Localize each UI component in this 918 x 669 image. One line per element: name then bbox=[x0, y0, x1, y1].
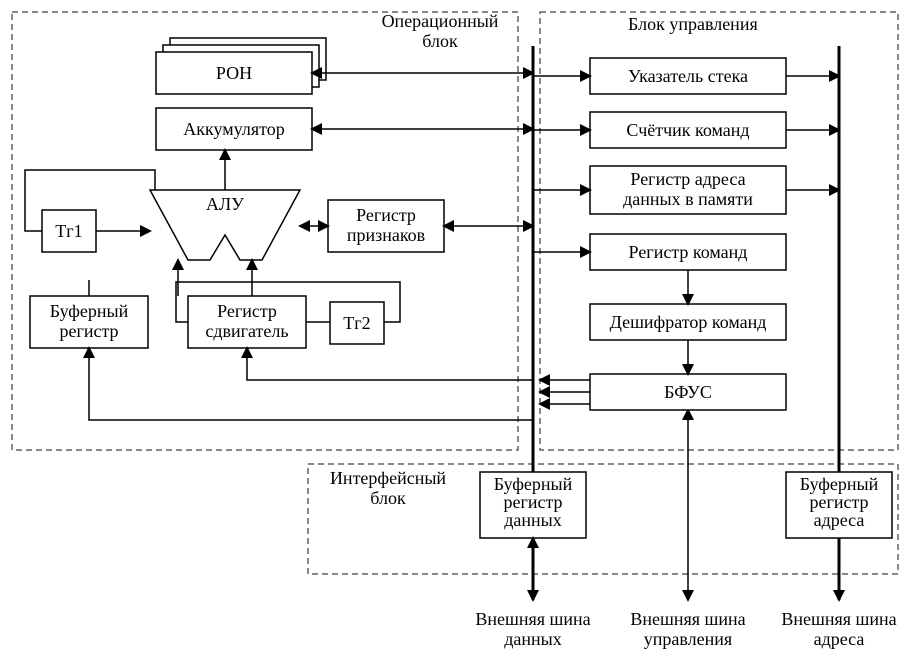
shift-label2: сдвигатель bbox=[205, 321, 288, 341]
bufaddr-l2: регистр bbox=[809, 492, 868, 512]
bufreg-label1: Буферный bbox=[50, 301, 129, 321]
decoder-label: Дешифратор команд bbox=[610, 312, 767, 332]
mar-label1: Регистр адреса bbox=[630, 169, 745, 189]
flags-label1: Регистр bbox=[356, 205, 416, 225]
accumulator-label: Аккумулятор bbox=[183, 119, 285, 139]
interface-block-label: Интерфейсный bbox=[330, 468, 446, 488]
bufaddr-l1: Буферный bbox=[800, 474, 879, 494]
ext-addr-l1: Внешняя шина bbox=[781, 609, 896, 629]
tg2-label: Тг2 bbox=[343, 313, 370, 333]
ext-addr-l2: адреса bbox=[814, 629, 865, 649]
shift-label1: Регистр bbox=[217, 301, 277, 321]
bufdata-l2: регистр bbox=[503, 492, 562, 512]
mar-label2: данных в памяти bbox=[623, 189, 753, 209]
alu-label: АЛУ bbox=[206, 194, 244, 214]
flags-label2: признаков bbox=[347, 225, 425, 245]
bufdata-l1: Буферный bbox=[494, 474, 573, 494]
ext-data-l2: данных bbox=[504, 629, 562, 649]
ext-ctrl-l1: Внешняя шина bbox=[630, 609, 745, 629]
edge-bus-shift bbox=[247, 348, 533, 380]
tg1-label: Тг1 bbox=[55, 221, 82, 241]
bufreg-label2: регистр bbox=[59, 321, 118, 341]
ron-label: РОН bbox=[216, 63, 252, 83]
interface-block-label2: блок bbox=[370, 488, 406, 508]
bufaddr-l3: адреса bbox=[814, 510, 865, 530]
ext-data-l1: Внешняя шина bbox=[475, 609, 590, 629]
bufdata-l3: данных bbox=[504, 510, 562, 530]
operational-block-label: Операционный bbox=[382, 11, 499, 31]
edge-bus-bufreg bbox=[89, 348, 533, 420]
pc-label: Счётчик команд bbox=[626, 120, 749, 140]
control-block-label: Блок управления bbox=[628, 14, 758, 34]
sp-label: Указатель стека bbox=[628, 66, 748, 86]
bfus-label: БФУС bbox=[664, 382, 712, 402]
ir-label: Регистр команд bbox=[629, 242, 748, 262]
ext-ctrl-l2: управления bbox=[644, 629, 732, 649]
operational-block-label2: блок bbox=[422, 31, 458, 51]
